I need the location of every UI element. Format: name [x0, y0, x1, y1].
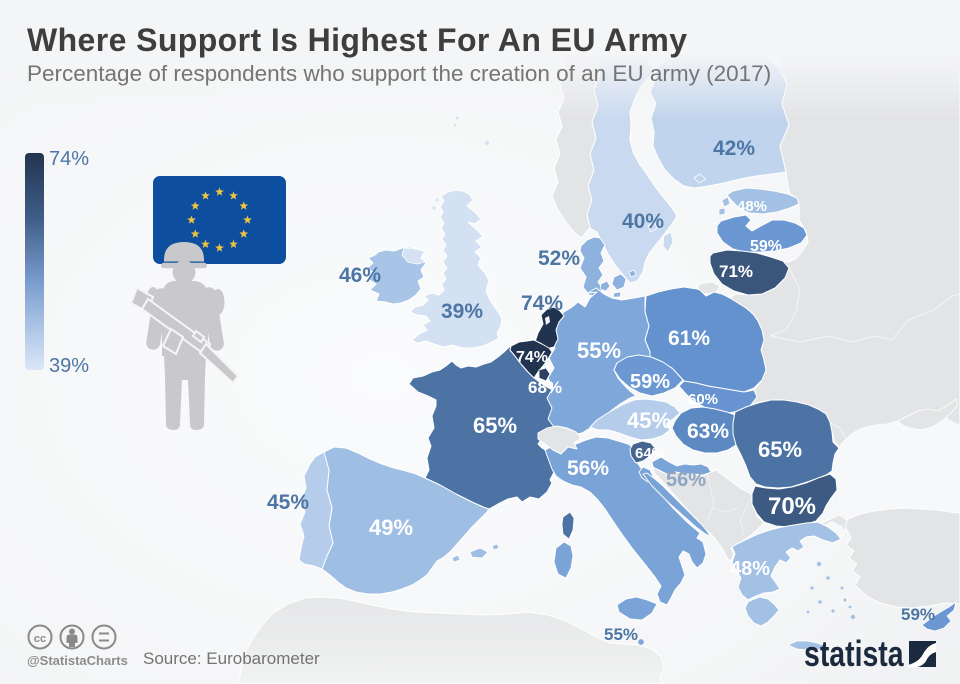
svg-text:statista: statista — [804, 634, 904, 674]
svg-text:60%: 60% — [688, 391, 718, 408]
svg-text:48%: 48% — [737, 198, 767, 215]
svg-text:74%: 74% — [516, 349, 548, 366]
svg-text:45%: 45% — [267, 491, 309, 514]
svg-text:52%: 52% — [538, 247, 580, 270]
svg-text:59%: 59% — [901, 605, 935, 624]
svg-text:68%: 68% — [528, 378, 562, 397]
svg-text:74%: 74% — [49, 148, 89, 170]
svg-text:39%: 39% — [441, 300, 483, 323]
svg-text:59%: 59% — [630, 371, 670, 393]
svg-text:74%: 74% — [521, 292, 563, 315]
svg-text:39%: 39% — [49, 355, 89, 377]
svg-text:cc: cc — [34, 633, 46, 645]
svg-text:56%: 56% — [666, 469, 706, 491]
svg-text:63%: 63% — [687, 420, 729, 443]
svg-text:49%: 49% — [369, 515, 413, 540]
svg-text:71%: 71% — [719, 262, 753, 281]
svg-text:70%: 70% — [768, 493, 816, 520]
svg-text:46%: 46% — [339, 264, 381, 287]
svg-text:40%: 40% — [622, 210, 664, 233]
svg-text:64%: 64% — [635, 445, 665, 462]
svg-text:48%: 48% — [730, 558, 770, 580]
svg-text:55%: 55% — [577, 338, 621, 363]
svg-text:55%: 55% — [604, 625, 638, 644]
svg-text:65%: 65% — [473, 413, 517, 438]
svg-text:56%: 56% — [567, 457, 609, 480]
svg-text:59%: 59% — [750, 238, 782, 255]
svg-text:65%: 65% — [758, 437, 802, 462]
svg-text:61%: 61% — [668, 327, 710, 350]
svg-text:45%: 45% — [627, 408, 671, 433]
svg-text:42%: 42% — [713, 137, 755, 160]
